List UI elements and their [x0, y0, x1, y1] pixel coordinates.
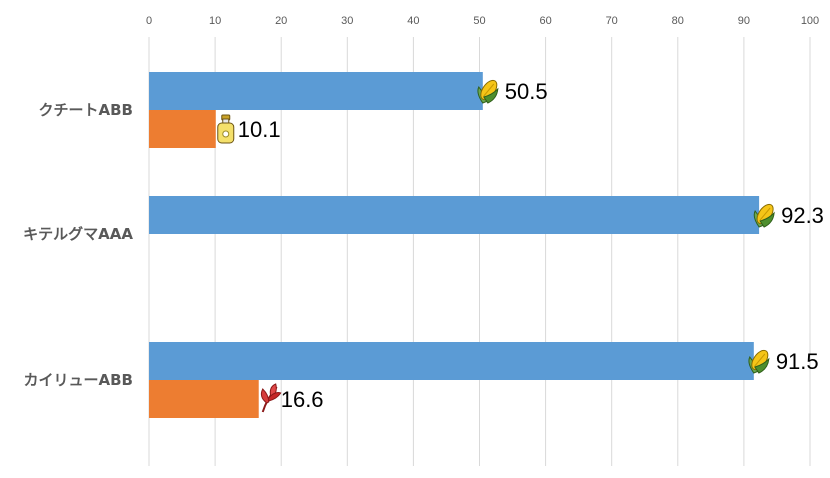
data-label: 92.3: [781, 203, 824, 228]
data-label: 16.6: [281, 387, 324, 412]
oil-bottle-icon: [217, 114, 235, 144]
category-labels: クチートABB キテルグマAAA カイリューABB: [23, 101, 133, 389]
x-tick-label: 80: [672, 15, 684, 27]
data-labels: 50.5 10.1 92.3 91.5 16.6: [217, 79, 824, 413]
data-label: 10.1: [238, 117, 281, 142]
bar: [149, 110, 216, 148]
bar: [149, 72, 483, 110]
corn-icon: [477, 79, 499, 104]
x-axis-ticks: 0 10 20 30 40 50 60 70 80 90 100: [146, 15, 819, 27]
bar: [149, 342, 754, 380]
category-label: クチートABB: [39, 101, 133, 119]
corn-icon: [753, 203, 775, 228]
red-leaf-icon: [260, 383, 282, 413]
category-label: カイリューABB: [24, 371, 133, 389]
data-label: 91.5: [776, 349, 819, 374]
x-tick-label: 10: [209, 15, 221, 27]
bar: [149, 380, 259, 418]
x-tick-label: 20: [275, 15, 287, 27]
bar: [149, 196, 760, 234]
category-label: キテルグマAAA: [23, 225, 133, 243]
x-tick-label: 0: [146, 15, 152, 27]
x-tick-label: 40: [407, 15, 419, 27]
x-tick-label: 100: [801, 15, 819, 27]
x-tick-label: 30: [341, 15, 353, 27]
data-label: 50.5: [505, 79, 548, 104]
x-tick-label: 50: [473, 15, 485, 27]
x-tick-label: 60: [539, 15, 551, 27]
corn-icon: [748, 349, 770, 374]
x-tick-label: 90: [738, 15, 750, 27]
x-tick-label: 70: [606, 15, 618, 27]
bars: [149, 72, 760, 418]
